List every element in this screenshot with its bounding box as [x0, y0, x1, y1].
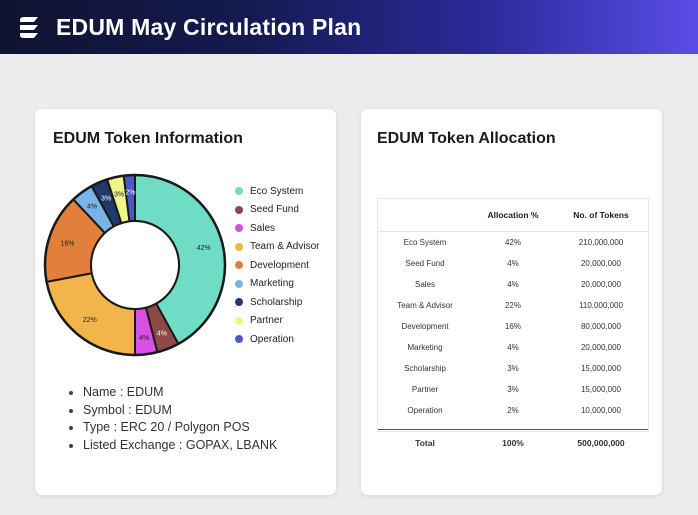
legend-label: Sales [250, 222, 276, 234]
legend-swatch [235, 335, 243, 344]
category-cell: Team & Advisor [397, 301, 453, 310]
legend-item: Marketing [235, 275, 319, 294]
category-cell: Seed Fund [405, 259, 445, 268]
table-row: Partner 3% 15,000,000 [378, 379, 648, 400]
column-header-tokens: No. of Tokens [554, 199, 648, 232]
column-header-category [378, 199, 472, 232]
donut-data-label: 16% [60, 241, 74, 248]
legend-label: Development [250, 259, 309, 271]
token-allocation-card: EDUM Token Allocation Allocation % No. o… [361, 109, 662, 495]
legend-item: Sales [235, 219, 319, 238]
legend-label: Seed Fund [250, 204, 299, 216]
table-row: Development 16% 80,000,000 [378, 316, 648, 337]
table-row: Seed Fund 4% 20,000,000 [378, 253, 648, 274]
donut-data-label: 3% [114, 191, 124, 198]
table-total-row: Total 100% 500,000,000 [378, 429, 648, 456]
tokens-cell: 10,000,000 [580, 406, 622, 415]
table-row: Marketing 4% 20,000,000 [378, 337, 648, 358]
table-row: Operation 2% 10,000,000 [378, 400, 648, 421]
legend-swatch [235, 316, 243, 325]
legend-label: Partner [250, 315, 283, 327]
category-cell: Sales [414, 280, 435, 289]
donut-data-label: 4% [157, 330, 167, 337]
token-information-card: EDUM Token Information 42% 4% 4% 22% 16% 4% 3%… [35, 109, 336, 495]
category-cell: Partner [411, 385, 439, 394]
legend-item: Partner [235, 312, 319, 331]
donut-data-label: 4% [139, 335, 149, 342]
table-row: Team & Advisor 22% 110,000,000 [378, 295, 648, 316]
category-cell: Eco System [403, 238, 447, 247]
total-label-cell: Total [378, 429, 472, 456]
tokens-cell: 110,000,000 [579, 301, 623, 310]
tokens-cell: 20,000,000 [580, 259, 622, 268]
allocation-cell: 16% [504, 322, 521, 331]
allocation-cell: 42% [504, 238, 521, 247]
category-cell: Scholarship [404, 364, 446, 373]
column-header-allocation: Allocation % [472, 199, 554, 232]
allocation-cell: 22% [504, 301, 521, 310]
category-cell: Marketing [407, 343, 443, 352]
token-details-list: Name : EDUM Symbol : EDUM Type : ERC 20 … [69, 384, 277, 454]
chart-legend: Eco System Seed Fund Sales Team & Advisor De… [235, 182, 319, 349]
header-bar: EDUM May Circulation Plan [0, 0, 698, 54]
donut-hole [90, 220, 180, 310]
token-detail-symbol: Symbol : EDUM [69, 402, 277, 420]
table-row: Eco System 42% 210,000,000 [378, 232, 648, 254]
legend-swatch [235, 187, 243, 196]
donut-data-label: 3% [101, 196, 111, 203]
allocation-cell: 4% [507, 259, 519, 268]
donut-outer-ring [43, 173, 227, 357]
donut-data-label: 2% [125, 190, 135, 197]
legend-item: Team & Advisor [235, 238, 319, 257]
tokens-cell: 80,000,000 [580, 322, 622, 331]
allocation-cell: 3% [507, 385, 519, 394]
legend-label: Scholarship [250, 296, 303, 308]
category-cell: Operation [407, 406, 443, 415]
tokens-cell: 15,000,000 [580, 364, 622, 373]
legend-swatch [235, 224, 243, 233]
allocation-cell: 2% [507, 406, 519, 415]
token-allocation-title: EDUM Token Allocation [377, 130, 556, 147]
allocation-table: Allocation % No. of Tokens Eco System 42%… [378, 199, 648, 456]
allocation-cell: 4% [507, 343, 519, 352]
table-row: Scholarship 3% 15,000,000 [378, 358, 648, 379]
legend-swatch [235, 242, 243, 251]
legend-label: Operation [250, 333, 294, 345]
token-detail-type: Type : ERC 20 / Polygon POS [69, 419, 277, 437]
legend-label: Team & Advisor [250, 241, 320, 253]
edum-logo-icon [20, 17, 38, 38]
allocation-cell: 3% [507, 364, 519, 373]
tokens-cell: 20,000,000 [580, 343, 622, 352]
total-allocation-cell: 100% [472, 429, 554, 456]
table-spacer [378, 421, 648, 430]
donut-data-label: 4% [87, 203, 97, 210]
tokens-cell: 15,000,000 [580, 385, 622, 394]
legend-swatch [235, 261, 243, 270]
legend-swatch [235, 298, 243, 307]
table-row: Sales 4% 20,000,000 [378, 274, 648, 295]
legend-swatch [235, 279, 243, 288]
legend-item: Operation [235, 330, 319, 349]
allocation-table-container: Allocation % No. of Tokens Eco System 42%… [377, 198, 649, 456]
legend-item: Scholarship [235, 293, 319, 312]
table-header-row: Allocation % No. of Tokens [378, 199, 648, 232]
legend-label: Marketing [250, 278, 294, 290]
category-cell: Development [401, 322, 449, 331]
page-title: EDUM May Circulation Plan [56, 13, 362, 40]
tokens-cell: 20,000,000 [580, 280, 622, 289]
legend-item: Seed Fund [235, 201, 319, 220]
tokens-cell: 210,000,000 [578, 238, 624, 247]
total-tokens-cell: 500,000,000 [554, 429, 648, 456]
token-detail-name: Name : EDUM [69, 384, 277, 402]
donut-data-label: 22% [83, 317, 97, 324]
donut-data-label: 42% [197, 245, 211, 252]
allocation-cell: 4% [507, 280, 519, 289]
legend-label: Eco System [250, 185, 304, 197]
legend-item: Development [235, 256, 319, 275]
allocation-donut-chart: 42%4%4%22%16%4%3%3% 2% [43, 173, 227, 357]
legend-item: Eco System [235, 182, 319, 201]
token-detail-exchange: Listed Exchange : GOPAX, LBANK [69, 437, 277, 455]
token-information-title: EDUM Token Information [53, 130, 243, 147]
legend-swatch [235, 205, 243, 214]
